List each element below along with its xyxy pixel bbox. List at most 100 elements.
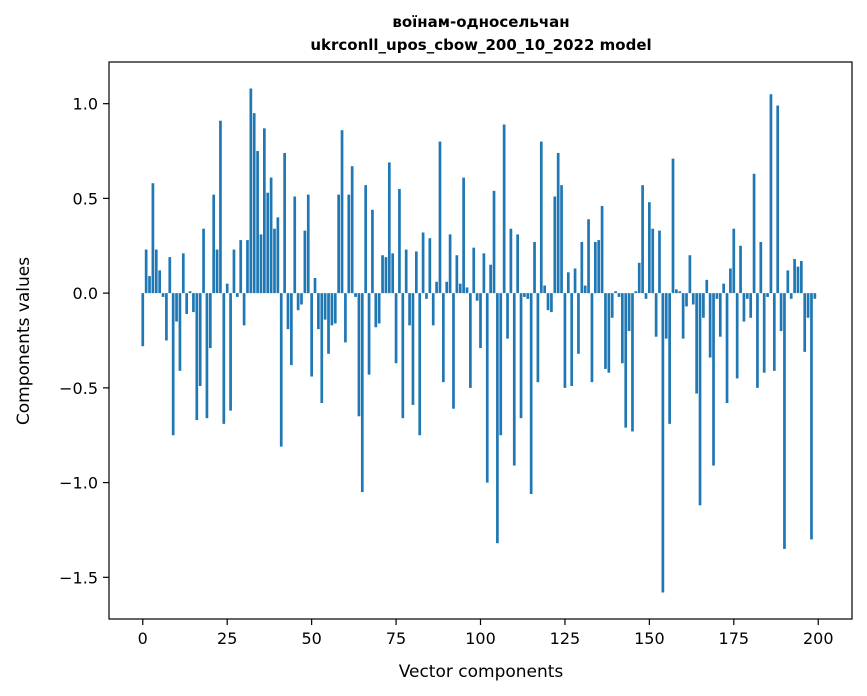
- bar: [756, 293, 759, 388]
- bar: [766, 293, 769, 297]
- bar: [394, 293, 398, 364]
- bar: [354, 293, 357, 297]
- bar: [252, 113, 256, 294]
- bar: [165, 293, 168, 341]
- bar: [519, 293, 523, 419]
- bar: [178, 293, 182, 371]
- bar: [688, 255, 692, 294]
- bar: [681, 293, 685, 339]
- bar: [175, 293, 178, 322]
- bar: [715, 293, 719, 299]
- bar: [357, 293, 361, 417]
- bar: [583, 285, 587, 294]
- bar: [722, 283, 726, 294]
- bar: [799, 260, 803, 294]
- bar: [421, 232, 425, 294]
- bar: [526, 293, 530, 299]
- bar: [739, 245, 742, 294]
- bar: [533, 241, 536, 294]
- bar: [624, 293, 628, 428]
- bar: [462, 177, 465, 294]
- bar: [516, 234, 519, 294]
- bar-series: [141, 88, 817, 593]
- bar: [702, 293, 705, 318]
- bar: [502, 124, 506, 294]
- x-tick-label: 150: [634, 629, 665, 648]
- bar: [249, 88, 253, 294]
- bar: [225, 283, 229, 294]
- bar: [644, 293, 648, 299]
- bar: [607, 293, 611, 373]
- bar: [310, 293, 313, 377]
- bar: [475, 293, 479, 301]
- y-axis-ticks: −1.5 −1.0 −0.5 0.0 0.5 1.0: [59, 95, 109, 587]
- bar: [263, 128, 266, 294]
- bar: [408, 293, 411, 326]
- bar: [783, 293, 786, 549]
- bar: [617, 293, 621, 297]
- bar: [222, 293, 226, 424]
- bar: [810, 293, 813, 540]
- bar: [448, 234, 452, 294]
- bar: [205, 293, 209, 419]
- bar: [279, 293, 283, 447]
- bar: [536, 293, 540, 383]
- bar: [577, 293, 580, 354]
- bar: [732, 228, 736, 294]
- chart-title-line-2: ukrconll_upos_cbow_200_10_2022 model: [310, 36, 651, 54]
- bar: [725, 293, 729, 404]
- bar: [772, 293, 776, 371]
- y-tick-label: −0.5: [59, 379, 98, 398]
- chart-title-line-1: воїнам-односельчан: [392, 13, 569, 31]
- bar: [333, 293, 337, 324]
- bar: [506, 293, 509, 339]
- bar: [320, 293, 324, 404]
- bar: [212, 194, 216, 294]
- bar: [242, 293, 246, 326]
- bar: [235, 293, 239, 297]
- bar: [560, 185, 563, 294]
- bar: [641, 185, 644, 294]
- bar: [418, 293, 422, 436]
- bar: [377, 293, 381, 324]
- bar: [691, 293, 695, 305]
- bar: [158, 270, 162, 294]
- bar: [202, 228, 205, 294]
- bar: [556, 152, 560, 294]
- x-axis-label: Vector components: [399, 662, 564, 682]
- bar: [290, 293, 293, 366]
- bar: [374, 293, 378, 328]
- bar: [313, 277, 317, 294]
- bar: [472, 247, 476, 294]
- bar: [229, 293, 232, 411]
- bar: [171, 293, 175, 436]
- bar: [648, 202, 651, 294]
- bar: [327, 293, 330, 354]
- bar: [387, 162, 391, 294]
- bar: [803, 293, 807, 352]
- bar: [499, 293, 503, 436]
- x-tick-label: 200: [803, 629, 834, 648]
- bar: [293, 196, 297, 294]
- bar: [496, 293, 499, 544]
- bar: [813, 293, 817, 299]
- bar: [553, 196, 557, 294]
- bar: [685, 293, 688, 307]
- bar: [398, 188, 401, 294]
- bar: [712, 293, 715, 466]
- bar: [671, 158, 675, 294]
- bar: [232, 249, 236, 294]
- bar: [610, 293, 614, 318]
- bar: [344, 293, 347, 343]
- bar: [634, 291, 638, 294]
- bar: [269, 177, 273, 294]
- bar: [614, 291, 617, 294]
- bar: [276, 217, 280, 294]
- bar: [563, 293, 567, 388]
- bar: [742, 293, 746, 322]
- bar: [185, 293, 189, 314]
- bar: [435, 281, 438, 294]
- bar: [350, 166, 354, 294]
- bar: [654, 293, 658, 337]
- bar: [198, 293, 202, 386]
